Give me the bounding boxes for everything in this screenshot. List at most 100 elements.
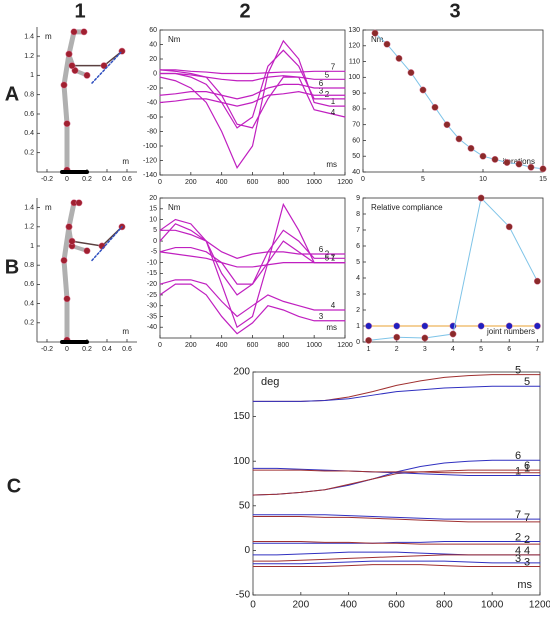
- point: [365, 336, 373, 344]
- x-axis-label: ms: [326, 323, 337, 332]
- series-label: 2: [325, 90, 330, 99]
- y-tick-label: 20: [149, 195, 157, 202]
- y-tick-label: 130: [348, 27, 360, 34]
- y-tick-label: 0: [153, 70, 157, 77]
- series-line: [252, 516, 541, 523]
- series-label: 6: [524, 460, 530, 472]
- y-tick-label: 120: [348, 43, 360, 50]
- y-tick-label: 150: [233, 411, 250, 422]
- x-tick-label: 2: [395, 346, 399, 353]
- series-label: 6: [515, 450, 521, 462]
- series-line: [159, 251, 346, 268]
- x-tick-label: -0.2: [41, 176, 53, 183]
- y-tick-label: 7: [356, 227, 360, 234]
- y-tick-label: -140: [143, 172, 157, 179]
- x-tick-label: 1000: [481, 600, 504, 611]
- row-label: C: [7, 475, 21, 497]
- y-tick-label: 10: [149, 216, 157, 223]
- series-line: [252, 564, 541, 567]
- plot-frame: [362, 29, 544, 173]
- y-tick-label: -60: [147, 114, 157, 121]
- x-tick-label: 7: [535, 346, 539, 353]
- point: [539, 165, 547, 173]
- series-label: 3: [515, 553, 521, 565]
- point: [449, 330, 457, 338]
- series-label: 5: [325, 254, 330, 263]
- y-tick-label: 1.4: [24, 34, 34, 41]
- y-tick-label: -40: [147, 324, 157, 331]
- y-tick-label: 60: [149, 27, 157, 34]
- x-tick-label: 400: [216, 342, 228, 349]
- y-tick-label: -20: [147, 85, 157, 92]
- x-tick-label: 0.6: [122, 176, 132, 183]
- x-tick-label: 6: [507, 346, 511, 353]
- point: [491, 155, 499, 163]
- point: [365, 322, 373, 330]
- point: [455, 135, 463, 143]
- y-tick-label: 40: [352, 169, 360, 176]
- point: [371, 29, 379, 37]
- y-tick-label: 70: [352, 122, 360, 129]
- x-tick-label: 15: [539, 176, 547, 183]
- series-line: [252, 385, 541, 402]
- column-label: 3: [449, 0, 460, 22]
- series-line: [252, 560, 541, 565]
- point: [419, 86, 427, 94]
- x-tick-label: 0: [65, 346, 69, 353]
- y-tick-label: 6: [356, 243, 360, 250]
- point: [533, 277, 541, 285]
- x-tick-label: 800: [277, 179, 289, 186]
- y-axis-label: Nm: [168, 35, 181, 44]
- x-tick-label: 0.4: [102, 346, 112, 353]
- series-label: 6: [319, 245, 324, 254]
- series-line: [159, 91, 346, 107]
- y-tick-label: 100: [233, 456, 250, 467]
- x-tick-label: 400: [216, 179, 228, 186]
- y-tick-label: 100: [348, 74, 360, 81]
- series-label: 2: [524, 534, 530, 546]
- series-line: [159, 69, 346, 129]
- series-line: [252, 540, 541, 544]
- y-tick-label: 20: [149, 56, 157, 63]
- point: [393, 333, 401, 341]
- point: [65, 50, 73, 58]
- y-tick-label: 1.2: [24, 224, 34, 231]
- point: [533, 322, 541, 330]
- point: [83, 247, 91, 255]
- series-line: [159, 279, 346, 318]
- y-tick-label: 0: [244, 545, 250, 556]
- point: [83, 71, 91, 79]
- series-line: [252, 469, 541, 496]
- series-label: 7: [515, 509, 521, 521]
- x-tick-label: 1000: [306, 342, 322, 349]
- y-axis-label: Relative compliance: [371, 203, 443, 212]
- point: [505, 223, 513, 231]
- y-tick-label: 1: [30, 243, 34, 250]
- x-axis-label: ms: [326, 160, 337, 169]
- y-tick-label: 3: [356, 291, 360, 298]
- x-tick-label: 1000: [306, 179, 322, 186]
- series-label: 4: [331, 108, 336, 117]
- row-label: A: [5, 83, 19, 105]
- series-label: 5: [515, 365, 521, 377]
- series-label: 4: [331, 301, 336, 310]
- x-tick-label: 200: [185, 179, 197, 186]
- point: [505, 322, 513, 330]
- x-tick-label: 0.6: [122, 346, 132, 353]
- series-line: [159, 229, 346, 259]
- x-tick-label: 200: [185, 342, 197, 349]
- y-tick-label: -10: [147, 259, 157, 266]
- series-line: [252, 467, 541, 476]
- y-tick-label: 90: [352, 90, 360, 97]
- series-line: [252, 554, 541, 562]
- y-tick-label: 1.2: [24, 53, 34, 60]
- x-tick-label: 0: [158, 342, 162, 349]
- x-tick-label: 400: [340, 600, 357, 611]
- point: [60, 256, 68, 264]
- y-tick-label: 0.8: [24, 92, 34, 99]
- x-tick-label: 5: [479, 346, 483, 353]
- y-tick-label: 15: [149, 206, 157, 213]
- y-tick-label: 0.2: [24, 320, 34, 327]
- x-tick-label: 600: [247, 179, 259, 186]
